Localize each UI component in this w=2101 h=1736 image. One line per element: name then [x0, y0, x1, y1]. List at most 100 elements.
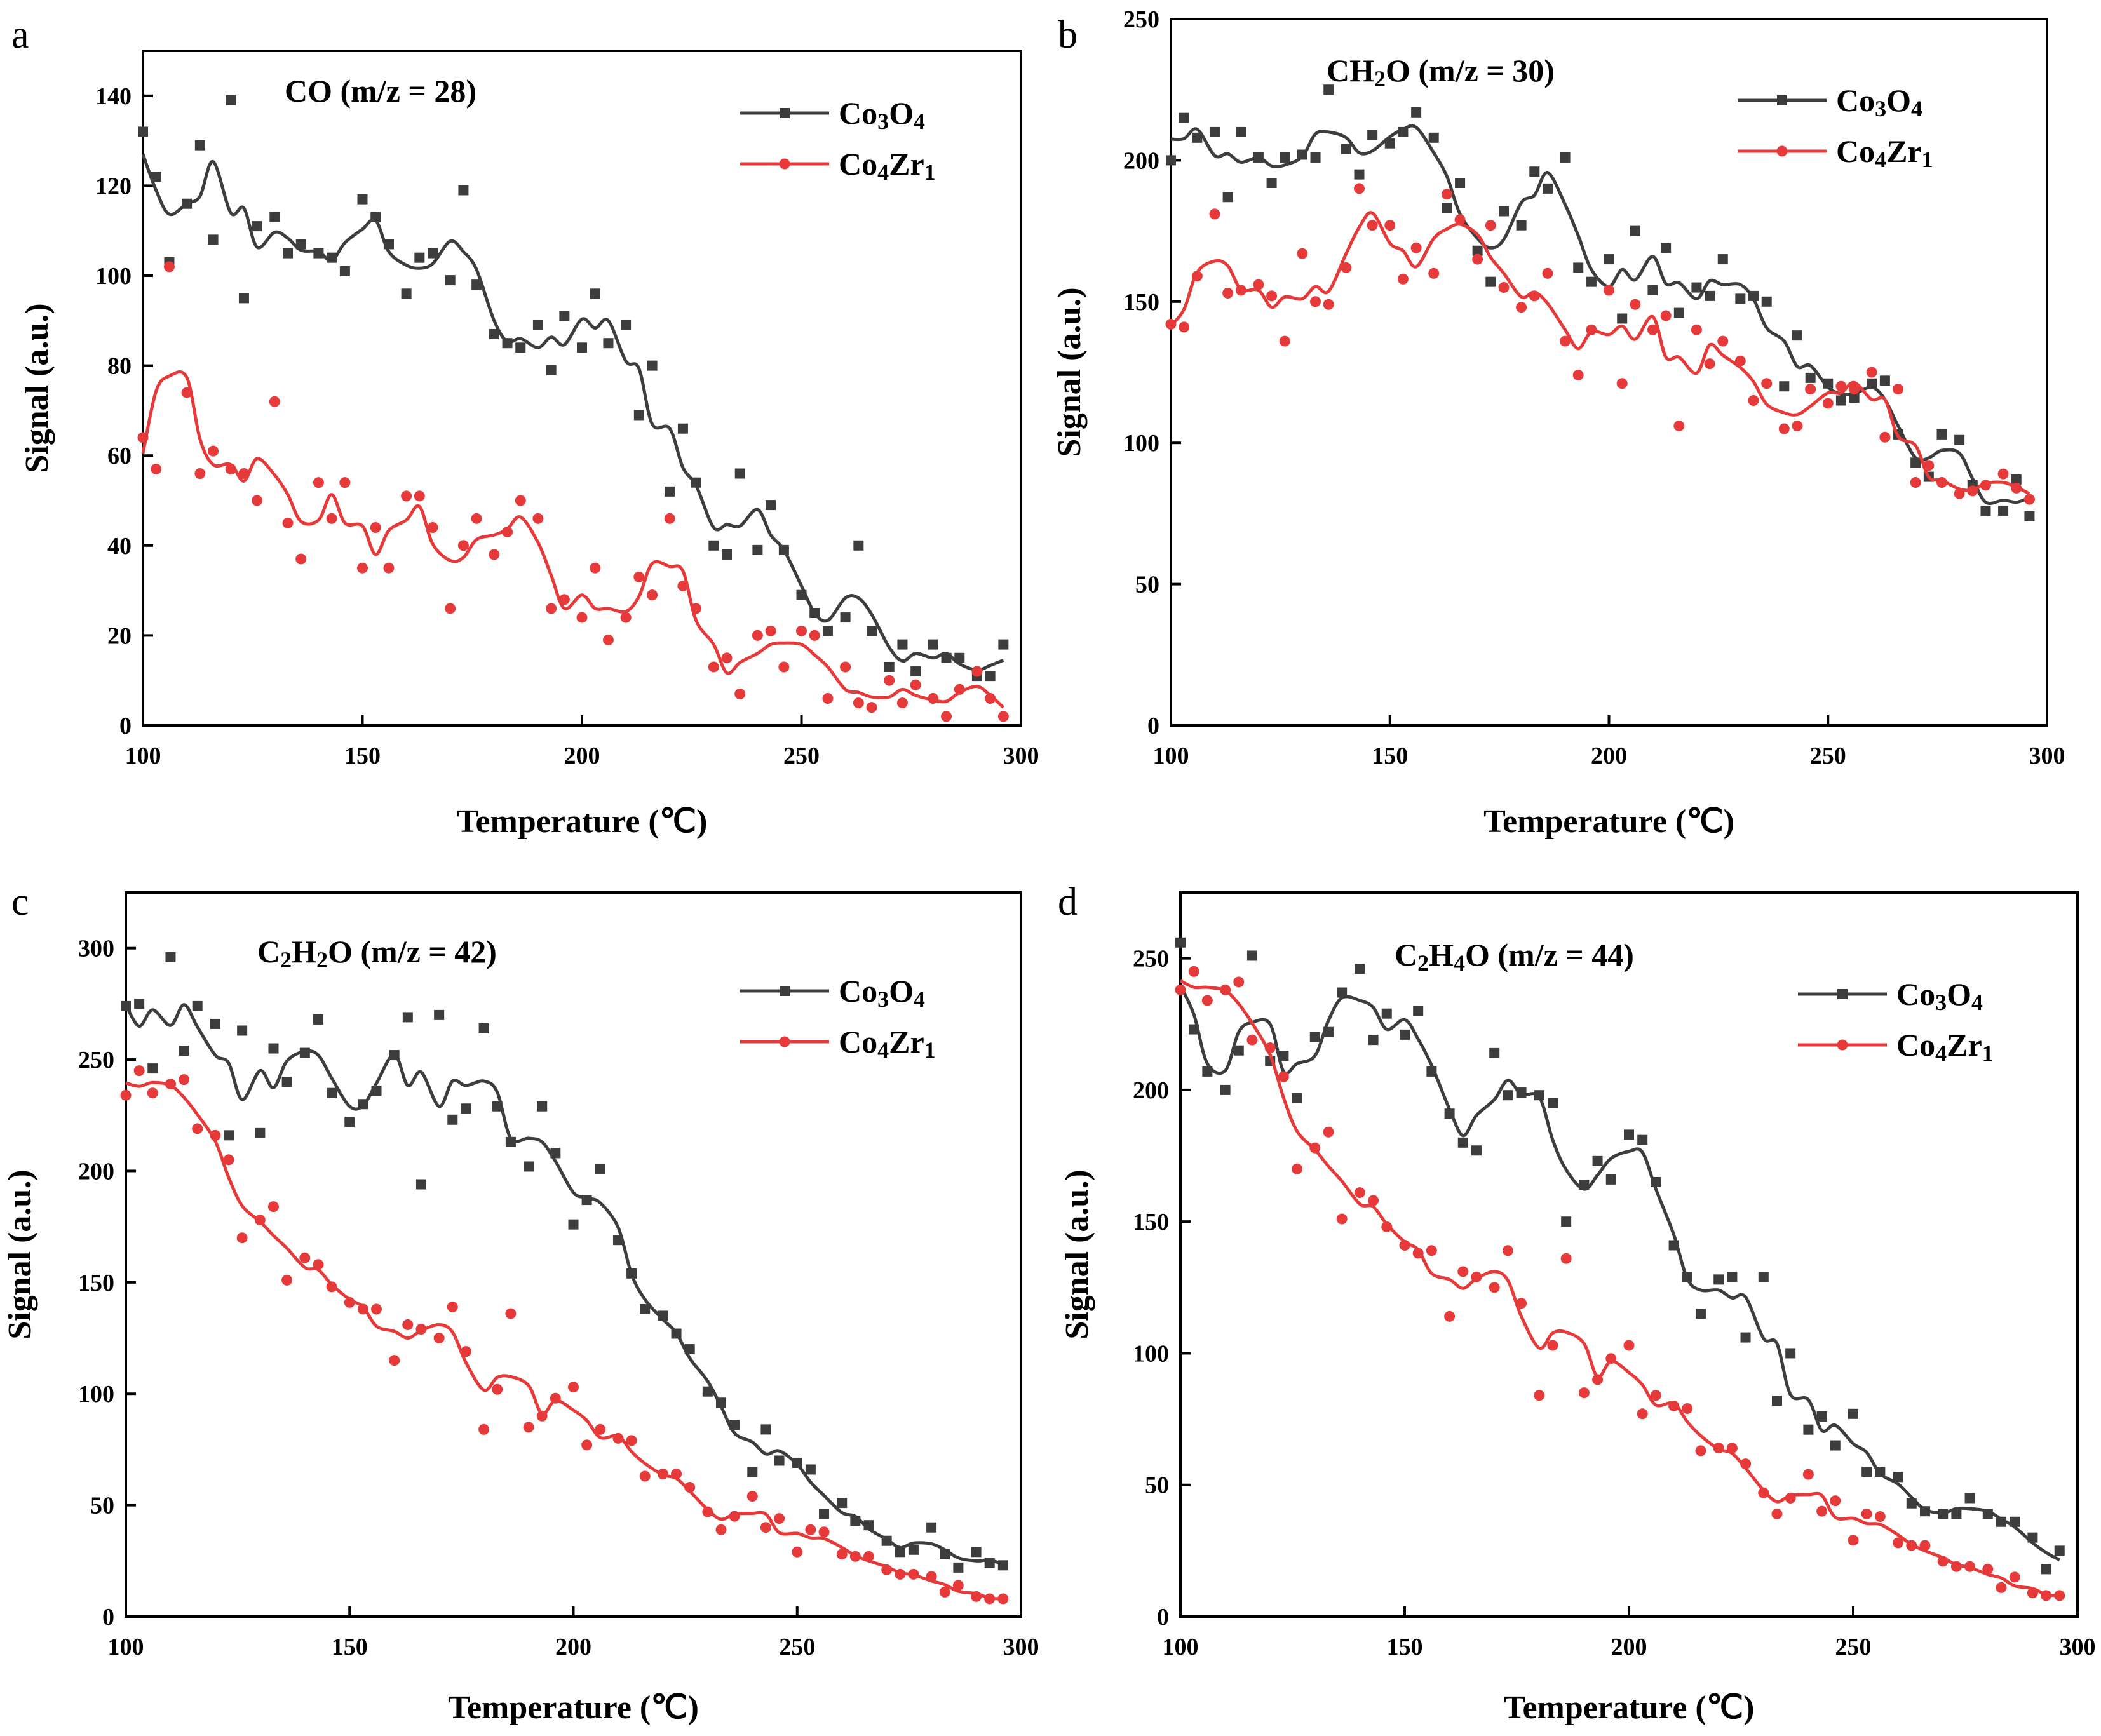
y-axis-title: Signal (a.u.) — [1051, 287, 1088, 457]
data-point — [1586, 324, 1597, 335]
data-point — [840, 661, 851, 673]
data-point — [1951, 1509, 1962, 1519]
data-point — [1297, 149, 1307, 160]
data-point — [1661, 243, 1672, 253]
data-point — [313, 248, 324, 259]
data-point — [1280, 152, 1290, 163]
data-point — [1950, 1561, 1962, 1572]
data-point — [299, 1252, 311, 1263]
legend: Co3O4 Co4Zr1 — [740, 973, 936, 1063]
data-point — [502, 338, 513, 349]
data-point — [1705, 290, 1715, 301]
data-point — [1695, 1309, 1706, 1319]
data-point — [658, 1310, 668, 1321]
data-point — [1471, 1145, 1482, 1156]
data-point — [1604, 254, 1614, 265]
data-point — [1823, 378, 1834, 389]
y-tick-label: 0 — [1147, 713, 1159, 739]
data-point — [1573, 262, 1584, 273]
data-point — [402, 1319, 414, 1330]
data-point — [457, 540, 469, 551]
data-point — [671, 1469, 682, 1480]
data-point — [985, 693, 996, 704]
data-point — [447, 1301, 458, 1312]
legend: Co3O4 Co4Zr1 — [1738, 83, 1933, 172]
data-point — [805, 1464, 816, 1475]
data-point — [1412, 1248, 1424, 1259]
data-point — [1713, 1274, 1724, 1285]
data-point — [182, 198, 193, 209]
data-point — [1771, 1508, 1783, 1519]
data-point — [1651, 1177, 1661, 1187]
data-point — [853, 540, 864, 551]
x-tick-label: 200 — [1591, 743, 1627, 769]
data-point — [1323, 1126, 1334, 1138]
series-line — [141, 153, 1004, 672]
data-point — [647, 589, 658, 601]
data-point — [985, 671, 996, 682]
data-point — [121, 1000, 131, 1011]
data-point — [559, 311, 570, 321]
data-point — [357, 194, 368, 205]
data-point — [1778, 423, 1790, 434]
data-point — [313, 1014, 323, 1025]
data-point — [881, 1535, 892, 1546]
data-point — [536, 1410, 548, 1422]
data-point — [2011, 482, 2022, 494]
plot-title: CH2O (m/z = 30) — [1327, 53, 1555, 91]
data-point — [165, 952, 176, 962]
data-point — [1875, 1467, 1886, 1477]
data-point — [515, 342, 526, 353]
data-point — [281, 1077, 292, 1087]
data-point — [849, 1551, 861, 1562]
data-point — [895, 1568, 906, 1580]
data-point — [866, 702, 877, 713]
data-point — [1426, 1245, 1437, 1256]
data-point — [371, 1086, 382, 1096]
data-point — [1457, 1266, 1469, 1277]
data-point — [1893, 1537, 1904, 1549]
data-point — [836, 1549, 848, 1560]
data-point — [402, 1012, 413, 1023]
data-point — [269, 212, 280, 222]
data-point — [1222, 192, 1233, 203]
legend: Co3O4 Co4Zr1 — [1798, 976, 1994, 1066]
data-point — [895, 1547, 905, 1558]
data-point — [1381, 1221, 1393, 1232]
data-point — [524, 1161, 534, 1172]
data-point — [1964, 1493, 1975, 1504]
data-point — [339, 477, 351, 488]
chart-panel-a: a 100 150 200 250 300 0 20 40 60 80 100 120 140 Temper… — [11, 13, 1039, 840]
data-point — [1637, 1408, 1648, 1420]
data-point — [1233, 976, 1245, 988]
data-point — [1623, 1340, 1635, 1351]
data-point — [489, 549, 500, 560]
data-point — [1997, 468, 2009, 480]
data-point — [796, 589, 807, 600]
data-point — [492, 1383, 503, 1395]
data-point — [281, 1274, 293, 1286]
data-point — [1624, 1129, 1634, 1140]
data-point — [765, 625, 776, 636]
data-point — [1410, 242, 1422, 253]
data-point — [282, 517, 294, 528]
data-point — [414, 252, 425, 263]
data-point — [1938, 1509, 1949, 1519]
data-point — [809, 629, 820, 641]
data-point — [546, 365, 557, 375]
data-point — [226, 95, 236, 105]
data-point — [313, 1259, 324, 1270]
x-axis-title: Temperature (℃) — [448, 1690, 699, 1726]
data-point — [1861, 1467, 1872, 1477]
data-point — [1354, 1187, 1365, 1199]
legend-marker — [1837, 989, 1848, 999]
data-point — [1413, 1006, 1424, 1016]
data-point — [389, 1355, 400, 1366]
data-point — [1292, 1163, 1303, 1174]
data-point — [133, 1065, 145, 1077]
data-point — [299, 1047, 310, 1058]
y-tick-label: 250 — [78, 1047, 114, 1073]
data-point — [225, 463, 236, 474]
data-point — [1713, 1443, 1724, 1454]
data-point — [626, 1435, 637, 1446]
